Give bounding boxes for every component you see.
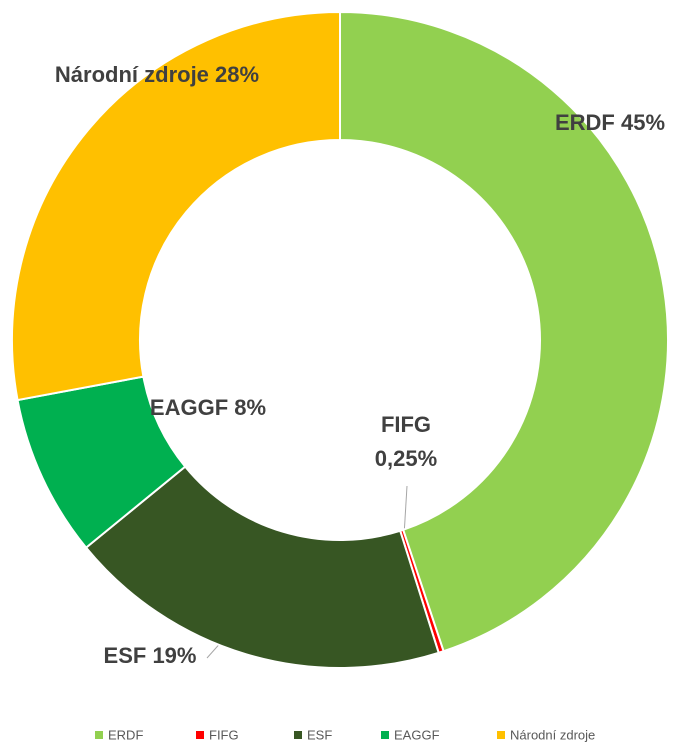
legend-label: ERDF: [108, 727, 143, 742]
legend-swatch: [381, 731, 389, 739]
data-label-name: EAGGF: [150, 395, 228, 420]
legend-label: ESF: [307, 727, 332, 742]
legend-label: EAGGF: [394, 727, 440, 742]
data-label-name: Národní zdroje: [55, 62, 209, 87]
legend-swatch: [497, 731, 505, 739]
legend-label: Národní zdroje: [510, 727, 595, 742]
donut-segment: [84, 465, 440, 669]
legend-label: FIFG: [209, 727, 239, 742]
leader-line: [403, 485, 408, 537]
donut-segment: [11, 10, 341, 402]
data-label: EAGGF 8%: [150, 395, 266, 420]
data-label-name: ERDF: [555, 110, 615, 135]
legend-swatch: [294, 731, 302, 739]
legend-swatch: [196, 731, 204, 739]
data-label-value: 28%: [215, 62, 259, 87]
data-label-value: 8%: [234, 395, 266, 420]
data-label-value: 0,25%: [375, 446, 437, 471]
data-label-name: ESF: [104, 643, 147, 668]
donut-segment: [339, 10, 669, 653]
data-label-name: FIFG: [381, 412, 431, 437]
data-label-value: 19%: [152, 643, 196, 668]
data-label: ERDF 45%: [555, 110, 665, 135]
legend-swatch: [95, 731, 103, 739]
data-label-value: 45%: [621, 110, 665, 135]
data-label: ESF 19%: [104, 643, 197, 668]
data-label: Národní zdroje 28%: [55, 62, 259, 87]
